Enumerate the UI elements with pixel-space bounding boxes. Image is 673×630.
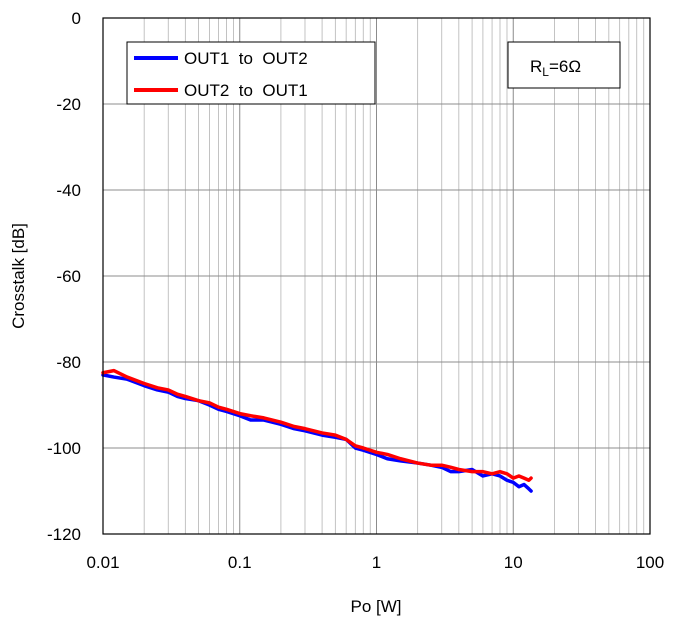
plot-frame	[102, 17, 651, 535]
y-axis-label: Crosstalk [dB]	[9, 223, 28, 329]
x-tick-label: 0.1	[228, 553, 252, 572]
load-resistance-annotation: RL=6Ω	[507, 41, 621, 89]
series-line-out2-to-out1	[101, 368, 533, 482]
annotation-text: RL=6Ω	[530, 57, 581, 79]
x-tick-label: 10	[504, 553, 523, 572]
y-tick-label: -100	[47, 439, 81, 458]
legend-label-out2-to-out1: OUT2 to OUT1	[184, 81, 308, 100]
x-tick-label: 0.01	[86, 553, 119, 572]
y-tick-label: 0	[72, 9, 81, 28]
x-tick-label: 1	[372, 553, 381, 572]
annotation-subscript: L	[542, 65, 549, 79]
legend: OUT1 to OUT2 OUT2 to OUT1	[126, 41, 376, 105]
series-layer	[101, 368, 533, 493]
y-tick-label: -60	[56, 267, 81, 286]
y-tick-label: -20	[56, 95, 81, 114]
tick-label-layer: 0.01 0.1 1 10 100 0 -20 -40 -60 -80 -100 -120	[47, 9, 664, 572]
annotation-box	[507, 41, 621, 89]
legend-label-out1-to-out2: OUT1 to OUT2	[184, 49, 308, 68]
y-tick-label: -120	[47, 525, 81, 544]
x-axis-label: Po [W]	[350, 597, 401, 616]
annotation-value: =6Ω	[549, 57, 581, 76]
y-tick-label: -40	[56, 181, 81, 200]
annotation-symbol: R	[530, 57, 542, 76]
x-tick-label: 100	[636, 553, 664, 572]
legend-box	[126, 41, 376, 105]
y-tick-label: -80	[56, 353, 81, 372]
